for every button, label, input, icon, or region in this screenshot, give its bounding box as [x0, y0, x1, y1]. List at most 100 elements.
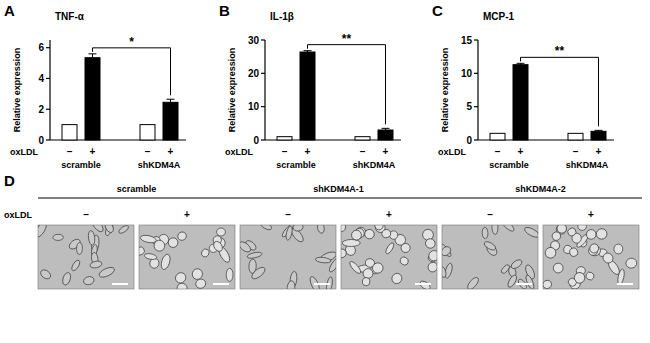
micrograph-frame — [543, 225, 639, 289]
chart-title: TNF-α — [55, 11, 85, 22]
cell — [500, 225, 515, 233]
cell — [308, 275, 321, 289]
tick-label: 20 — [248, 68, 260, 79]
micrograph-bg — [139, 225, 235, 289]
tick-mark — [474, 106, 478, 107]
tick-mark — [46, 47, 50, 48]
cell — [76, 242, 82, 254]
figure: ATNF-αRelative expression0246–+–+oxLDLsc… — [0, 0, 650, 343]
tick-label: 4 — [38, 73, 44, 84]
y-axis — [49, 40, 50, 140]
tick-label: 0 — [253, 135, 259, 146]
micrograph-frame — [38, 225, 134, 289]
cell — [39, 268, 52, 281]
cell — [390, 272, 403, 286]
cell — [585, 271, 596, 281]
significance-bracket — [521, 57, 599, 126]
error-bar — [304, 51, 312, 54]
cell — [424, 237, 437, 250]
cell — [247, 251, 263, 259]
tick-label: 30 — [248, 35, 260, 46]
category-label: – — [67, 146, 73, 157]
tick-mark — [474, 39, 478, 40]
cell — [61, 272, 72, 286]
cell — [315, 257, 331, 264]
error-cap — [304, 50, 312, 51]
cell — [384, 242, 395, 255]
scale-bar — [314, 283, 330, 285]
panel-letter: D — [4, 172, 15, 189]
group-label: shKDM4A — [353, 160, 396, 170]
micrograph — [341, 225, 437, 289]
cell — [104, 225, 116, 234]
micrograph-bg — [341, 225, 437, 289]
cell — [167, 236, 179, 248]
tick-label: 10 — [248, 101, 260, 112]
cell — [53, 234, 64, 240]
micrograph — [139, 225, 235, 289]
cell — [578, 225, 587, 231]
tick-label: 10 — [461, 68, 473, 79]
condition-label: + — [588, 209, 594, 220]
cell — [614, 244, 623, 254]
chart-title: IL-1β — [270, 11, 294, 22]
row-label: oxLDL — [10, 147, 39, 157]
category-label: + — [168, 146, 174, 157]
chart-panel: CMCP-1Relative expression051015–+–+oxLDL… — [432, 2, 614, 170]
cell — [89, 225, 105, 234]
cell — [176, 282, 188, 289]
error-cap — [517, 63, 525, 64]
group-label: scramble — [117, 184, 157, 194]
cell — [83, 275, 95, 285]
category-label: + — [305, 146, 311, 157]
bar — [591, 131, 606, 140]
error-cap — [89, 53, 97, 54]
cell — [543, 279, 553, 289]
cell — [176, 230, 188, 241]
category-label: – — [282, 146, 288, 157]
cell — [286, 280, 295, 289]
category-label: + — [383, 146, 389, 157]
cell — [226, 268, 233, 281]
bar — [300, 52, 315, 140]
cell — [240, 240, 252, 254]
y-axis — [264, 40, 265, 140]
tick-mark — [261, 106, 265, 107]
cell — [285, 226, 293, 241]
significance-bracket — [93, 48, 171, 95]
bar — [568, 133, 583, 140]
cell — [160, 253, 172, 270]
error-bar — [595, 130, 603, 132]
cell — [317, 225, 326, 234]
group-label: shKDM4A-2 — [515, 184, 566, 194]
cell — [325, 276, 333, 289]
cell — [510, 258, 524, 270]
category-label: – — [495, 146, 501, 157]
scale-bar — [516, 283, 532, 285]
tick-label: 5 — [466, 101, 472, 112]
tick-mark — [261, 139, 265, 140]
group-label: shKDM4A — [138, 160, 181, 170]
cell — [104, 225, 114, 237]
condition-label: + — [184, 209, 190, 220]
tick-label: 0 — [38, 135, 44, 146]
condition-label: + — [386, 209, 392, 220]
bar — [490, 133, 505, 140]
error-cap — [595, 130, 603, 131]
micrograph-bg — [442, 225, 538, 289]
tick-mark — [46, 78, 50, 79]
category-label: + — [518, 146, 524, 157]
cell — [212, 240, 224, 253]
cell — [292, 225, 303, 232]
cell — [118, 225, 130, 235]
error-bar — [89, 54, 97, 62]
micrograph-frame — [442, 225, 538, 289]
micrograph-bg — [38, 225, 134, 289]
tick-mark — [474, 139, 478, 140]
category-label: + — [596, 146, 602, 157]
cell — [585, 228, 597, 240]
tick-label: 15 — [461, 35, 473, 46]
panel-letter: A — [4, 2, 15, 19]
cell — [588, 242, 600, 254]
marks — [277, 51, 393, 140]
